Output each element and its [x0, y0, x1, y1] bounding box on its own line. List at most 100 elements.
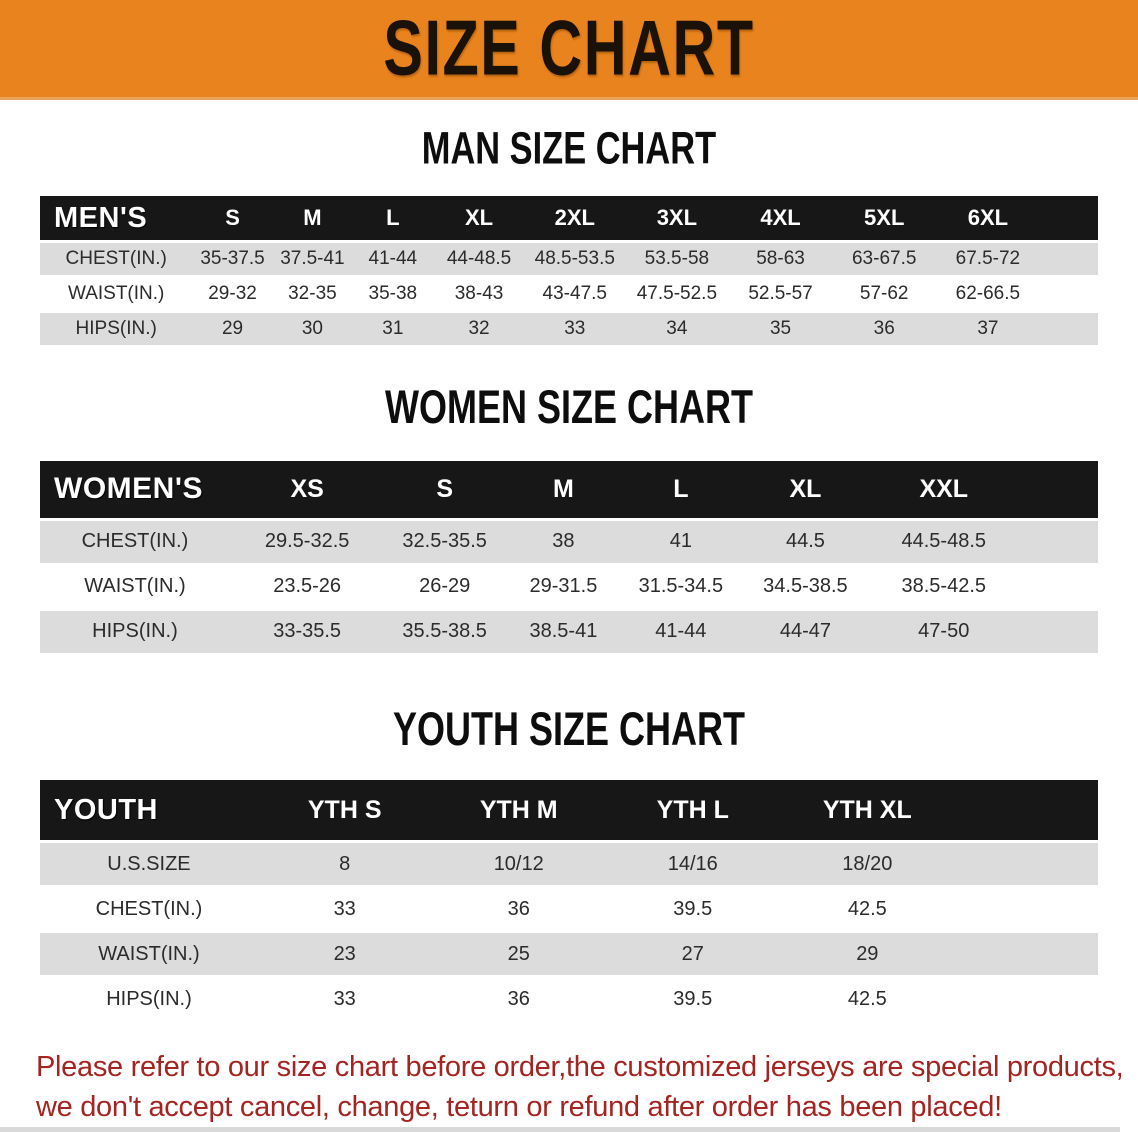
- column-header: XS: [229, 460, 385, 518]
- column-header: YTH M: [431, 780, 606, 841]
- size-value-cell: 41-44: [621, 610, 740, 653]
- size-value-cell: 29: [779, 933, 956, 976]
- size-value-cell: 10/12: [431, 843, 606, 886]
- youth-group-label: YOUTH: [40, 780, 258, 841]
- header-filler: [1039, 196, 1098, 241]
- size-value-cell: 42.5: [779, 978, 956, 1021]
- table-row: U.S.SIZE 8 10/12 14/16 18/20: [40, 843, 1098, 886]
- size-value-cell: 32-35: [272, 278, 353, 311]
- size-value-cell: 39.5: [606, 888, 780, 931]
- size-value-cell: 31: [352, 313, 434, 346]
- column-header: 2XL: [524, 196, 626, 241]
- size-value-cell: 25: [431, 933, 606, 976]
- column-header: YTH L: [606, 780, 780, 841]
- size-value-cell: 39.5: [606, 978, 780, 1021]
- table-row: CHEST(IN.) 29.5-32.5 32.5-35.5 38 41 44.5 44.5…: [40, 520, 1098, 563]
- size-value-cell: 47.5-52.5: [625, 278, 729, 311]
- size-value-cell: 41-44: [352, 243, 434, 276]
- youth-size-table: YOUTH YTH S YTH M YTH L YTH XL U.S.SIZE 8 10/1…: [40, 777, 1098, 1023]
- section-men: MAN SIZE CHART MEN'S S M L XL 2XL 3XL 4XL 5XL 6XL…: [0, 123, 1138, 348]
- size-value-cell: 32.5-35.5: [384, 520, 505, 563]
- size-value-cell: 33: [257, 888, 432, 931]
- row-filler: [955, 978, 1098, 1021]
- table-header-row: MEN'S S M L XL 2XL 3XL 4XL 5XL 6XL: [40, 196, 1098, 241]
- column-header: L: [621, 460, 740, 518]
- size-value-cell: 23.5-26: [229, 565, 385, 608]
- row-filler: [1039, 313, 1098, 346]
- size-value-cell: 44.5-48.5: [871, 520, 1017, 563]
- row-label: WAIST(IN.): [40, 565, 230, 608]
- women-size-chart-heading: WOMEN SIZE CHART: [384, 380, 753, 434]
- size-value-cell: 18/20: [779, 843, 956, 886]
- column-header: M: [272, 196, 353, 241]
- column-header: L: [352, 196, 434, 241]
- size-value-cell: 44-47: [739, 610, 872, 653]
- header-filler: [955, 780, 1098, 841]
- column-header: XL: [433, 196, 525, 241]
- size-value-cell: 34: [625, 313, 729, 346]
- table-row: CHEST(IN.) 35-37.5 37.5-41 41-44 44-48.5 48.5…: [40, 243, 1098, 276]
- size-value-cell: 36: [431, 888, 606, 931]
- size-value-cell: 26-29: [384, 565, 505, 608]
- size-value-cell: 27: [606, 933, 780, 976]
- size-value-cell: 44-48.5: [433, 243, 525, 276]
- row-label: U.S.SIZE: [40, 843, 258, 886]
- size-value-cell: 62-66.5: [936, 278, 1040, 311]
- size-value-cell: 37: [936, 313, 1040, 346]
- size-value-cell: 29-32: [192, 278, 273, 311]
- table-row: WAIST(IN.) 23 25 27 29: [40, 933, 1098, 976]
- men-size-chart-heading: MAN SIZE CHART: [421, 123, 717, 175]
- size-chart-banner: SIZE CHART: [0, 0, 1138, 100]
- size-value-cell: 35.5-38.5: [384, 610, 505, 653]
- section-women: WOMEN SIZE CHART WOMEN'S XS S M L XL XXL CHEST…: [0, 380, 1138, 656]
- size-value-cell: 35: [728, 313, 833, 346]
- table-row: HIPS(IN.) 33 36 39.5 42.5: [40, 978, 1098, 1021]
- bottom-edge-strip: [0, 1127, 1120, 1132]
- size-value-cell: 36: [832, 313, 937, 346]
- column-header: XL: [739, 460, 872, 518]
- size-value-cell: 67.5-72: [936, 243, 1040, 276]
- size-value-cell: 29-31.5: [504, 565, 622, 608]
- size-value-cell: 38: [504, 520, 622, 563]
- size-value-cell: 42.5: [779, 888, 956, 931]
- table-row: WAIST(IN.) 29-32 32-35 35-38 38-43 43-47.5 47.…: [40, 278, 1098, 311]
- size-value-cell: 30: [272, 313, 353, 346]
- row-label: CHEST(IN.): [40, 520, 230, 563]
- disclaimer-line-2: we don't accept cancel, change, teturn o…: [36, 1091, 1002, 1124]
- table-row: HIPS(IN.) 29 30 31 32 33 34 35 36 37: [40, 313, 1098, 346]
- row-filler: [1039, 278, 1098, 311]
- size-value-cell: 63-67.5: [832, 243, 937, 276]
- size-value-cell: 44.5: [739, 520, 872, 563]
- row-filler: [1039, 243, 1098, 276]
- row-filler: [955, 843, 1098, 886]
- size-value-cell: 35-37.5: [192, 243, 273, 276]
- size-value-cell: 33-35.5: [229, 610, 385, 653]
- size-value-cell: 32: [433, 313, 525, 346]
- column-header: 4XL: [728, 196, 833, 241]
- size-value-cell: 35-38: [352, 278, 434, 311]
- row-label: WAIST(IN.): [40, 933, 258, 976]
- size-value-cell: 8: [257, 843, 432, 886]
- row-filler: [955, 888, 1098, 931]
- size-value-cell: 37.5-41: [272, 243, 353, 276]
- banner-title: SIZE CHART: [383, 5, 755, 92]
- row-filler: [1016, 565, 1098, 608]
- header-filler: [1016, 460, 1098, 518]
- size-value-cell: 47-50: [871, 610, 1017, 653]
- size-value-cell: 23: [257, 933, 432, 976]
- column-header: S: [192, 196, 273, 241]
- table-row: HIPS(IN.) 33-35.5 35.5-38.5 38.5-41 41-44 44-…: [40, 610, 1098, 653]
- row-label: CHEST(IN.): [40, 243, 193, 276]
- size-value-cell: 38.5-41: [504, 610, 622, 653]
- column-header: YTH S: [257, 780, 432, 841]
- disclaimer-text: Please refer to our size chart before or…: [0, 1047, 1138, 1127]
- table-row: CHEST(IN.) 33 36 39.5 42.5: [40, 888, 1098, 931]
- column-header: YTH XL: [779, 780, 956, 841]
- size-value-cell: 52.5-57: [728, 278, 833, 311]
- men-size-table: MEN'S S M L XL 2XL 3XL 4XL 5XL 6XL CHEST(IN.) 35-3…: [40, 193, 1098, 348]
- row-filler: [955, 933, 1098, 976]
- size-value-cell: 29.5-32.5: [229, 520, 385, 563]
- size-value-cell: 36: [431, 978, 606, 1021]
- row-filler: [1016, 610, 1098, 653]
- size-value-cell: 33: [524, 313, 626, 346]
